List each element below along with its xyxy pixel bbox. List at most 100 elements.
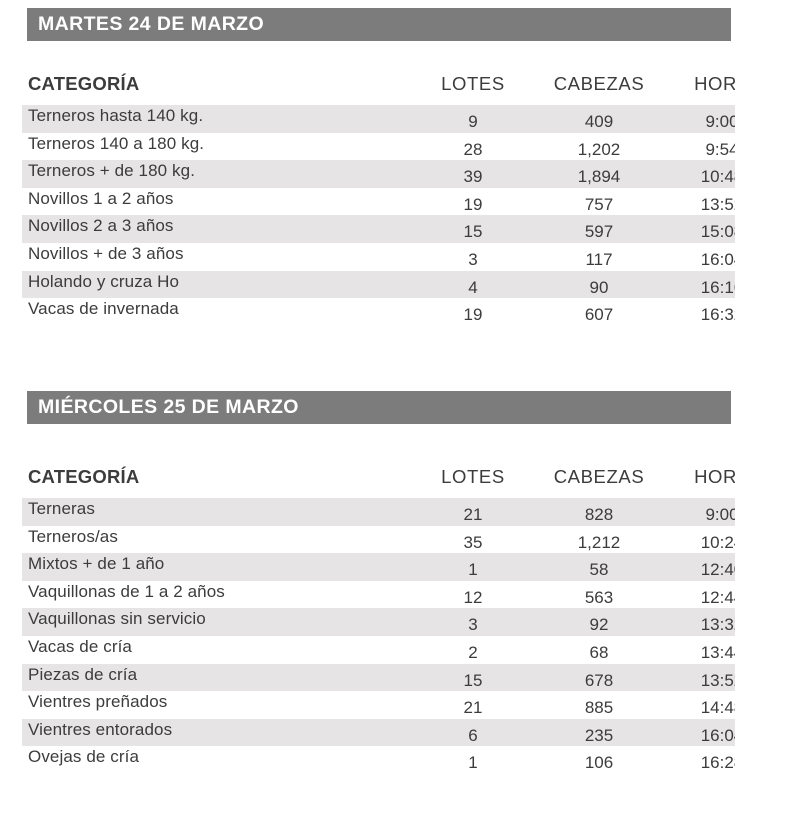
- cell-categoria: Vacas de cría: [28, 636, 132, 656]
- column-header-categoria: CATEGORÍA: [28, 466, 140, 487]
- cell-lotes: 21: [463, 505, 483, 524]
- cell-hora: 12:44: [700, 587, 735, 607]
- table-row: Holando y cruza Ho 4 90 16:16: [22, 270, 735, 299]
- column-header-hora: HORA: [694, 466, 735, 487]
- cell-categoria: Holando y cruza Ho: [28, 271, 180, 291]
- column-header-row-miercoles: CATEGORÍA LOTES CABEZAS HORA: [22, 466, 735, 498]
- cell-lotes: 4: [468, 277, 478, 297]
- table-row: Terneros/as 35 1,212 10:24: [22, 526, 735, 554]
- cell-cabezas: 409: [584, 112, 614, 131]
- column-header-cabezas: CABEZAS: [553, 466, 645, 487]
- cell-categoria: Mixtos + de 1 año: [28, 554, 165, 574]
- table-body-miercoles: Terneras 21 828 9:00 Terneros/as 35 1,21…: [22, 498, 735, 774]
- cell-hora: 14:48: [700, 698, 735, 718]
- table-row: Vaquillonas sin servicio 3 92 13:32: [22, 608, 735, 636]
- cell-lotes: 15: [463, 222, 483, 242]
- cell-categoria: Vacas de invernada: [28, 299, 179, 319]
- cell-categoria: Novillos + de 3 años: [28, 243, 184, 263]
- cell-lotes: 35: [463, 532, 483, 552]
- cell-lotes: 9: [468, 112, 478, 131]
- table-row: Terneros + de 180 kg. 39 1,894 10:48: [22, 160, 735, 188]
- table-row: Piezas de cría 15 678 13:52: [22, 663, 735, 692]
- table-row: Vientres entorados 6 235 16:04: [22, 718, 735, 747]
- cell-lotes: 3: [468, 249, 478, 269]
- cell-categoria: Terneros 140 a 180 kg.: [28, 133, 205, 153]
- cell-cabezas: 235: [584, 725, 614, 745]
- day-title-miercoles: MIÉRCOLES 25 DE MARZO: [38, 396, 299, 418]
- schedule-table-martes: CATEGORÍA LOTES CABEZAS HORA Terneros ha…: [22, 73, 735, 326]
- table-row: Terneros hasta 140 kg. 9 409 9:00: [22, 105, 735, 133]
- cell-cabezas: 58: [589, 560, 609, 580]
- cell-cabezas: 678: [584, 670, 614, 690]
- cell-hora: 16:32: [700, 305, 735, 325]
- column-header-lotes: LOTES: [441, 73, 505, 94]
- cell-categoria: Vientres preñados: [28, 692, 168, 712]
- cell-hora: 12:40: [700, 560, 735, 580]
- cell-hora: 9:00: [705, 505, 735, 524]
- day-title-martes: MARTES 24 DE MARZO: [38, 13, 265, 35]
- cell-hora: 16:28: [700, 753, 735, 773]
- cell-lotes: 19: [463, 305, 483, 325]
- cell-cabezas: 885: [584, 698, 614, 718]
- cell-cabezas: 597: [584, 222, 614, 242]
- cell-hora: 10:48: [700, 167, 735, 187]
- cell-categoria: Ovejas de cría: [28, 747, 140, 767]
- cell-hora: 13:44: [700, 642, 735, 662]
- cell-cabezas: 1,894: [577, 167, 621, 187]
- day-band-martes: MARTES 24 DE MARZO: [27, 8, 731, 41]
- cell-categoria: Terneras: [28, 499, 95, 518]
- cell-hora: 10:24: [700, 532, 735, 552]
- schedule-table-miercoles: CATEGORÍA LOTES CABEZAS HORA Terneras 21…: [22, 466, 735, 774]
- cell-lotes: 3: [468, 615, 478, 635]
- cell-hora: 13:32: [700, 615, 735, 635]
- table-row: Vaquillonas de 1 a 2 años 12 563 12:44: [22, 581, 735, 609]
- cell-categoria: Piezas de cría: [28, 664, 138, 684]
- cell-cabezas: 68: [589, 642, 609, 662]
- table-row: Novillos 2 a 3 años 15 597 15:08: [22, 215, 735, 243]
- cell-lotes: 1: [468, 753, 478, 773]
- cell-cabezas: 117: [585, 249, 613, 269]
- cell-lotes: 21: [463, 698, 483, 718]
- cell-hora: 15:08: [700, 222, 735, 242]
- table-row: Vacas de cría 2 68 13:44: [22, 636, 735, 664]
- cell-categoria: Vaquillonas sin servicio: [28, 609, 206, 629]
- cell-categoria: Terneros/as: [28, 526, 118, 546]
- column-header-row-martes: CATEGORÍA LOTES CABEZAS HORA: [22, 73, 735, 105]
- cell-cabezas: 757: [584, 194, 614, 214]
- cell-categoria: Vaquillonas de 1 a 2 años: [28, 581, 225, 601]
- cell-hora: 13:52: [700, 194, 735, 214]
- table-row: Novillos + de 3 años 3 117 16:04: [22, 243, 735, 271]
- cell-categoria: Vientres entorados: [28, 719, 173, 739]
- cell-hora: 16:04: [700, 725, 735, 745]
- cell-lotes: 2: [468, 642, 478, 662]
- cell-cabezas: 92: [589, 615, 609, 635]
- table-row: Mixtos + de 1 año 1 58 12:40: [22, 553, 735, 581]
- cell-categoria: Terneros hasta 140 kg.: [28, 106, 204, 125]
- cell-lotes: 15: [463, 670, 483, 690]
- cell-cabezas: 828: [584, 505, 614, 524]
- table-row: Vientres preñados 21 885 14:48: [22, 691, 735, 719]
- cell-categoria: Novillos 1 a 2 años: [28, 188, 174, 208]
- cell-cabezas: 106: [584, 753, 614, 773]
- cell-categoria: Terneros + de 180 kg.: [28, 161, 196, 181]
- cell-lotes: 39: [463, 167, 483, 187]
- cell-lotes: 6: [468, 725, 478, 745]
- column-header-cabezas: CABEZAS: [553, 73, 645, 94]
- table-row: Novillos 1 a 2 años 19 757 13:52: [22, 188, 735, 216]
- column-header-lotes: LOTES: [441, 466, 505, 487]
- cell-cabezas: 1,202: [577, 139, 621, 159]
- column-header-categoria: CATEGORÍA: [28, 73, 140, 94]
- column-header-hora: HORA: [694, 73, 735, 94]
- cell-cabezas: 563: [584, 587, 614, 607]
- table-row: Terneras 21 828 9:00: [22, 498, 735, 526]
- table-row: Terneros 140 a 180 kg. 28 1,202 9:54: [22, 133, 735, 161]
- table-row: Vacas de invernada 19 607 16:32: [22, 298, 735, 326]
- day-band-miercoles: MIÉRCOLES 25 DE MARZO: [27, 391, 731, 424]
- cell-cabezas: 90: [589, 277, 609, 297]
- cell-hora: 9:54: [705, 139, 735, 159]
- cell-hora: 13:52: [700, 670, 735, 690]
- cell-hora: 16:04: [700, 249, 735, 269]
- cell-lotes: 12: [463, 587, 483, 607]
- cell-cabezas: 607: [584, 305, 614, 325]
